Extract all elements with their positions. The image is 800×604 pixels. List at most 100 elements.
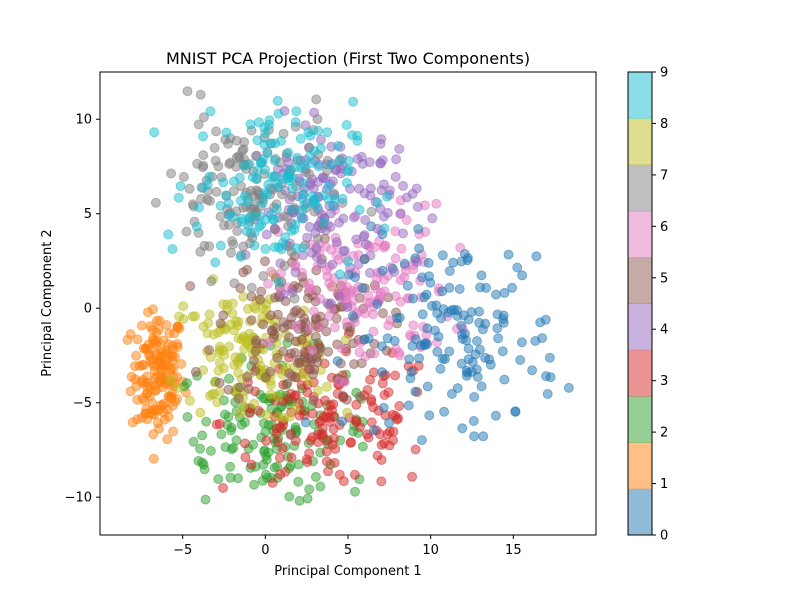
- x-tick-label: 15: [505, 543, 522, 558]
- data-point: [249, 240, 260, 251]
- data-point: [182, 378, 192, 389]
- data-point: [375, 158, 386, 169]
- data-point: [515, 355, 526, 365]
- data-point: [476, 381, 487, 392]
- data-point: [376, 476, 387, 487]
- data-point: [300, 417, 311, 428]
- data-point: [408, 320, 419, 331]
- data-point: [243, 213, 254, 224]
- data-point: [150, 336, 161, 346]
- data-point: [240, 438, 250, 449]
- data-point: [209, 142, 220, 153]
- data-point: [253, 405, 264, 416]
- data-point: [274, 452, 285, 463]
- y-axis-ticks: −10 −5 0 5 10: [65, 113, 100, 506]
- y-tick-label: 5: [84, 207, 92, 222]
- colorbar-segment: [628, 396, 652, 443]
- data-point: [202, 328, 213, 339]
- data-point: [246, 291, 257, 302]
- data-point: [469, 392, 480, 402]
- data-point: [427, 300, 437, 311]
- data-point: [241, 337, 252, 348]
- data-point: [375, 138, 386, 149]
- data-point: [357, 283, 368, 293]
- data-point: [407, 471, 418, 482]
- data-point: [165, 375, 176, 386]
- data-point: [218, 310, 229, 321]
- data-point: [178, 301, 189, 312]
- data-point: [266, 325, 277, 336]
- data-point: [294, 410, 305, 421]
- data-point: [311, 242, 322, 253]
- data-point: [337, 416, 348, 427]
- data-point: [235, 382, 245, 393]
- data-point: [493, 333, 504, 344]
- data-point: [484, 354, 495, 365]
- data-point: [260, 372, 271, 383]
- data-point: [390, 291, 401, 302]
- data-point: [279, 260, 290, 271]
- data-point: [435, 363, 446, 374]
- data-point: [223, 384, 234, 395]
- data-point: [270, 138, 280, 149]
- data-point: [399, 258, 410, 269]
- data-point: [304, 221, 315, 232]
- data-point: [185, 281, 196, 292]
- data-point: [289, 293, 300, 304]
- data-point: [408, 293, 418, 304]
- data-point: [412, 201, 423, 212]
- data-point: [437, 250, 448, 261]
- data-point: [317, 429, 328, 439]
- data-point: [319, 217, 329, 228]
- data-point: [290, 403, 301, 414]
- colorbar-segment: [628, 257, 652, 304]
- data-point: [266, 379, 276, 390]
- data-point: [422, 381, 433, 392]
- data-point: [201, 416, 212, 427]
- data-point: [403, 400, 414, 411]
- data-point: [401, 215, 412, 225]
- colorbar-tick-label: 7: [660, 168, 668, 183]
- data-point: [406, 366, 417, 377]
- data-point: [365, 250, 376, 261]
- colorbar-segment: [628, 488, 652, 536]
- data-point: [320, 395, 330, 406]
- data-point: [399, 272, 410, 283]
- data-point: [284, 368, 295, 379]
- data-point: [477, 324, 488, 335]
- data-point: [270, 224, 281, 235]
- data-point: [469, 431, 480, 442]
- data-point: [350, 486, 360, 497]
- data-point: [195, 443, 206, 454]
- colorbar-frame: [627, 71, 653, 536]
- data-point: [173, 383, 184, 393]
- data-point: [250, 346, 261, 356]
- data-point: [313, 437, 323, 448]
- data-point: [218, 483, 228, 493]
- y-tick-label: 10: [75, 113, 92, 128]
- data-point: [410, 444, 421, 455]
- x-axis-label: Principal Component 1: [274, 564, 421, 579]
- data-point: [195, 407, 206, 418]
- data-point: [312, 233, 323, 244]
- data-point: [396, 243, 407, 254]
- data-point: [197, 430, 208, 441]
- data-point: [379, 223, 390, 234]
- data-point: [404, 354, 415, 365]
- data-point: [390, 370, 401, 381]
- data-point: [244, 159, 255, 169]
- data-point: [421, 289, 432, 300]
- data-point: [382, 191, 392, 202]
- data-point: [294, 495, 305, 506]
- data-point: [298, 178, 309, 188]
- data-point: [309, 364, 320, 375]
- data-point: [290, 117, 301, 128]
- data-point: [378, 211, 389, 222]
- data-point: [457, 423, 468, 434]
- data-point: [263, 179, 274, 190]
- data-point: [192, 158, 203, 169]
- x-tick-label: −5: [173, 543, 192, 558]
- data-point: [355, 422, 365, 433]
- data-point: [516, 337, 527, 348]
